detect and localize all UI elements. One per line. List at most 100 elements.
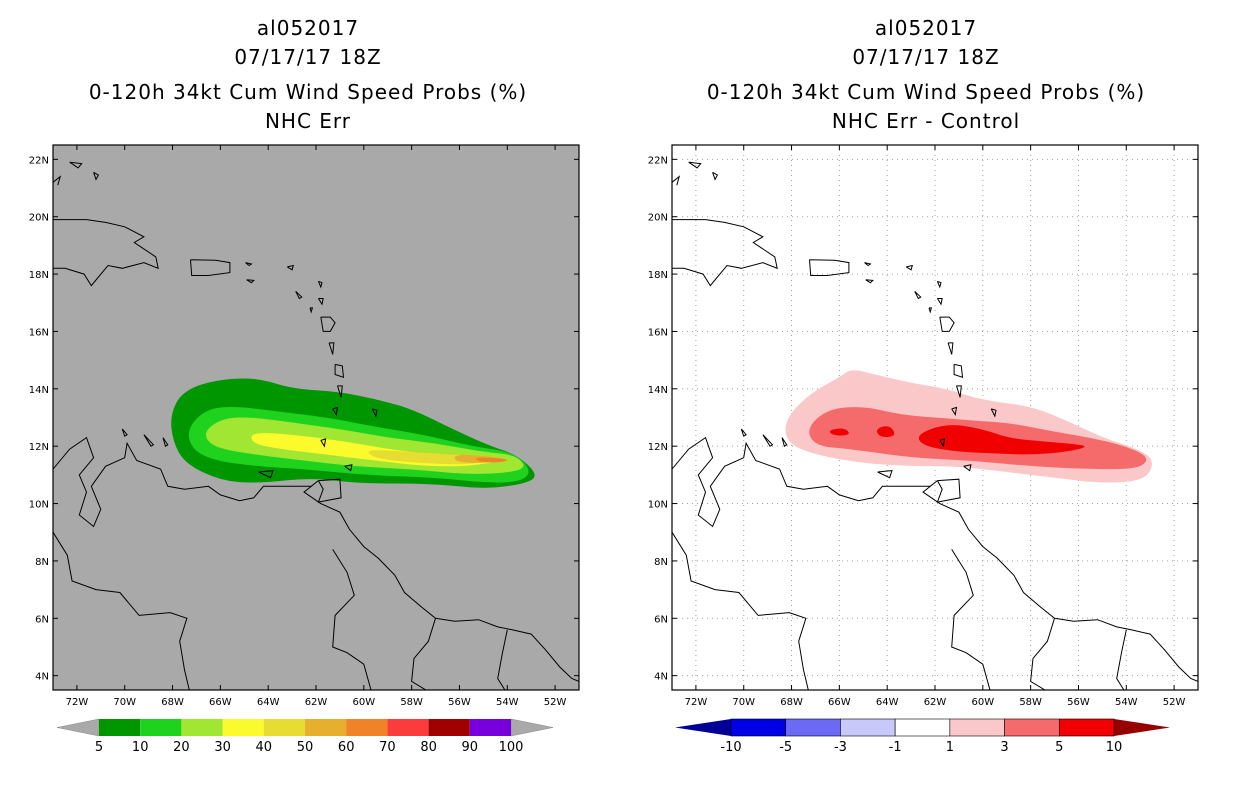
right-x-tick-label: 56W bbox=[1067, 697, 1090, 708]
left-x-tick-label: 68W bbox=[161, 697, 184, 708]
right-coastline-28 bbox=[688, 161, 702, 169]
right-colorbar-swatch-5 bbox=[1004, 718, 1060, 737]
right-x-tick-label: 54W bbox=[1115, 697, 1138, 708]
left-colorbar-swatch-1 bbox=[140, 719, 182, 736]
right-contour-5-10-3 bbox=[829, 428, 849, 436]
right-colorbar-swatch-3 bbox=[894, 718, 951, 737]
right-y-tick-label: 12N bbox=[648, 442, 668, 453]
left-colorbar-extend-high bbox=[510, 718, 554, 737]
left-coastline-4 bbox=[497, 629, 508, 690]
right-y-tick-label: 16N bbox=[648, 327, 668, 338]
left-y-tick-label: 14N bbox=[29, 385, 49, 396]
right-coastline-26 bbox=[672, 219, 778, 287]
right-x-tick-label: 68W bbox=[780, 697, 803, 708]
left-title-datetime: 07/17/17 18Z bbox=[234, 45, 382, 69]
left-colorbar-swatch-8 bbox=[428, 719, 470, 736]
left-y-tick-label: 20N bbox=[29, 213, 49, 224]
left-colorbar-label: 20 bbox=[173, 740, 190, 755]
left-coastline-0 bbox=[53, 436, 579, 682]
right-contour-5-10-4 bbox=[877, 426, 895, 437]
left-colorbar-swatch-9 bbox=[469, 719, 511, 736]
left-coastline-26 bbox=[53, 219, 159, 287]
left-title-storm-id: al052017 bbox=[256, 16, 360, 40]
right-title-datetime: 07/17/17 18Z bbox=[852, 45, 1000, 69]
right-coastline-10 bbox=[963, 464, 972, 472]
left-map-contents bbox=[53, 161, 579, 690]
right-title-subtitle: NHC Err - Control bbox=[831, 109, 1021, 133]
left-coastline-12 bbox=[332, 406, 339, 416]
right-coastline-11 bbox=[939, 438, 946, 448]
left-colorbar-swatch-7 bbox=[387, 719, 429, 736]
right-colorbar-label: 1 bbox=[946, 740, 954, 755]
right-y-tick-label: 18N bbox=[648, 270, 668, 281]
left-y-tick-label: 6N bbox=[35, 614, 49, 625]
left-colorbar-extend-low bbox=[56, 718, 100, 737]
left-coastline-17 bbox=[320, 316, 336, 332]
right-colorbar-swatch-6 bbox=[1058, 718, 1115, 737]
left-coastline-13 bbox=[337, 385, 343, 398]
right-coastline-27 bbox=[672, 175, 681, 186]
left-coastline-11 bbox=[320, 438, 327, 448]
right-coastline-18 bbox=[936, 298, 943, 306]
left-coastline-18 bbox=[317, 298, 324, 306]
left-coastline-15 bbox=[334, 363, 345, 379]
right-contour-5-10-2 bbox=[918, 425, 1085, 455]
right-chart-title: al052017 07/17/17 18Z 0-120h 34kt Cum Wi… bbox=[626, 14, 1226, 136]
left-colorbar-swatch-2 bbox=[181, 719, 223, 736]
left-map-panel: 72W 70W 68W 66W 64W 62W 60W 58W 56W 54W 52W 4N 6N 8N 1… bbox=[29, 144, 580, 755]
right-colorbar-label: -5 bbox=[779, 740, 792, 755]
right-colorbar-label: 10 bbox=[1106, 740, 1123, 755]
right-colorbar-swatch-0 bbox=[730, 718, 787, 737]
left-colorbar-swatch-0 bbox=[99, 719, 141, 736]
right-colorbar-label: 3 bbox=[1000, 740, 1008, 755]
right-coastline-9 bbox=[936, 478, 961, 503]
left-colorbar-label: 10 bbox=[132, 740, 149, 755]
right-colorbar-swatch-2 bbox=[840, 718, 896, 737]
right-y-tick-label: 8N bbox=[654, 557, 668, 568]
left-coastline-3 bbox=[411, 618, 436, 690]
left-x-tick-label: 62W bbox=[305, 697, 328, 708]
right-colorbar-swatch-4 bbox=[949, 718, 1005, 737]
left-coastline-7 bbox=[162, 437, 169, 447]
right-coastline-15 bbox=[953, 363, 964, 379]
left-coastline-19 bbox=[309, 307, 314, 314]
left-colorbar-label: 30 bbox=[214, 740, 231, 755]
right-y-tick-label: 20N bbox=[648, 213, 668, 224]
left-x-tick-label: 66W bbox=[209, 697, 232, 708]
left-colorbar-label: 40 bbox=[256, 740, 273, 755]
left-colorbar: 5 10 20 30 40 50 60 70 80 90 100 bbox=[56, 718, 554, 755]
left-title-product: 0-120h 34kt Cum Wind Speed Probs (%) bbox=[88, 80, 528, 104]
right-map-panel: 72W 70W 68W 66W 64W 62W 60W 58W 56W 54W 52W 4N 6N 8N 1… bbox=[648, 144, 1199, 755]
right-title-storm-id: al052017 bbox=[874, 16, 978, 40]
right-y-tick-label: 10N bbox=[648, 500, 668, 511]
right-coastline-0 bbox=[672, 436, 1198, 682]
right-x-tick-label: 62W bbox=[924, 697, 947, 708]
right-map-contents bbox=[672, 145, 1198, 690]
left-coastline-8 bbox=[258, 470, 274, 479]
left-colorbar-label: 5 bbox=[95, 740, 103, 755]
left-coastline-16 bbox=[328, 342, 335, 355]
left-coastline-2 bbox=[332, 549, 372, 690]
right-title-product: 0-120h 34kt Cum Wind Speed Probs (%) bbox=[706, 80, 1146, 104]
left-coastline-14 bbox=[371, 408, 378, 418]
right-colorbar-swatch-1 bbox=[785, 718, 841, 737]
right-coastline-16 bbox=[947, 342, 954, 355]
left-coastline-24 bbox=[246, 279, 255, 284]
right-colorbar: -10 -5 -3 -1 1 3 5 10 bbox=[675, 718, 1170, 755]
right-coastline-3 bbox=[1030, 618, 1055, 690]
left-x-tick-label: 56W bbox=[448, 697, 471, 708]
left-x-tick-label: 54W bbox=[496, 697, 519, 708]
right-colorbar-label: -10 bbox=[720, 740, 741, 755]
left-colorbar-swatch-4 bbox=[263, 719, 305, 736]
left-coastline-20 bbox=[295, 290, 303, 300]
right-coastline-24 bbox=[865, 279, 874, 284]
left-colorbar-label: 90 bbox=[462, 740, 479, 755]
right-coastline-22 bbox=[906, 264, 914, 271]
right-coastline-5 bbox=[740, 428, 747, 437]
right-coastline-19 bbox=[928, 307, 933, 314]
right-y-tick-label: 6N bbox=[654, 614, 668, 625]
right-coastline-13 bbox=[956, 385, 962, 398]
right-coastline-20 bbox=[914, 290, 922, 300]
right-x-tick-label: 58W bbox=[1019, 697, 1042, 708]
